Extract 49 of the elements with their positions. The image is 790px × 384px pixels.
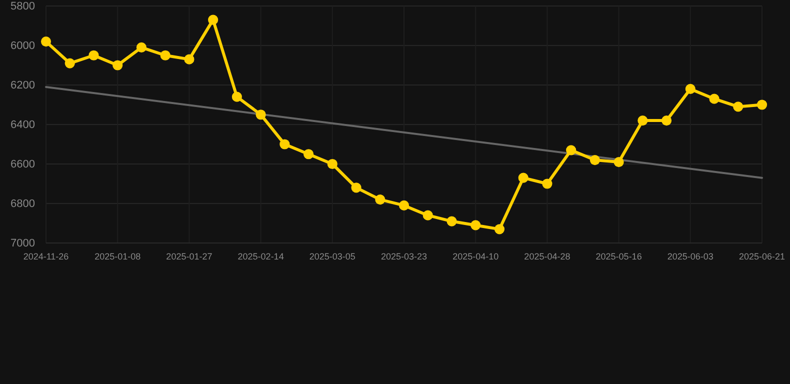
point	[280, 139, 290, 150]
x-tick-label: 2025-01-27	[166, 251, 212, 262]
point	[638, 116, 648, 126]
y-tick-label: 6200	[10, 80, 35, 92]
point	[351, 182, 362, 193]
x-tick-label: 2025-06-21	[738, 251, 786, 262]
x-tick-label: 2025-03-23	[380, 251, 428, 262]
point	[232, 92, 242, 102]
point	[685, 84, 696, 94]
point	[422, 210, 433, 220]
x-tick-label: 2025-04-28	[524, 251, 570, 262]
point	[542, 178, 552, 189]
x-tick-label: 2025-01-08	[94, 251, 141, 262]
point	[446, 216, 457, 226]
y-tick-label: 7000	[10, 238, 35, 250]
point	[88, 50, 99, 60]
point	[64, 58, 75, 68]
point	[184, 54, 194, 64]
point	[398, 200, 410, 211]
x-tick-label: 2025-02-14	[238, 251, 284, 262]
point	[256, 110, 266, 120]
point	[303, 149, 314, 160]
x-tick-label: 2025-04-10	[452, 251, 499, 262]
x-tick-label: 2025-06-03	[667, 251, 714, 262]
y-tick-label: 5800	[10, 0, 35, 13]
y-tick-label: 6600	[10, 158, 35, 171]
point	[518, 172, 528, 183]
y-tick-label: 6400	[10, 119, 35, 132]
point	[160, 50, 170, 60]
point	[208, 14, 218, 25]
point	[494, 224, 505, 234]
point	[470, 220, 481, 230]
point	[590, 155, 600, 166]
x-tick-label: 2025-03-05	[309, 251, 356, 262]
point	[40, 36, 52, 47]
point	[566, 145, 576, 156]
point	[661, 116, 672, 126]
x-tick-label: 2025-05-16	[596, 251, 642, 262]
point	[614, 156, 624, 168]
y-tick-label: 6800	[10, 198, 35, 210]
point	[375, 194, 386, 205]
point	[733, 102, 744, 112]
y-tick-label: 6000	[10, 40, 35, 52]
point	[136, 42, 147, 53]
point	[709, 94, 720, 104]
point	[756, 100, 768, 110]
point	[112, 60, 123, 70]
point	[327, 158, 338, 170]
x-tick-label: 2024-11-26	[23, 251, 69, 262]
